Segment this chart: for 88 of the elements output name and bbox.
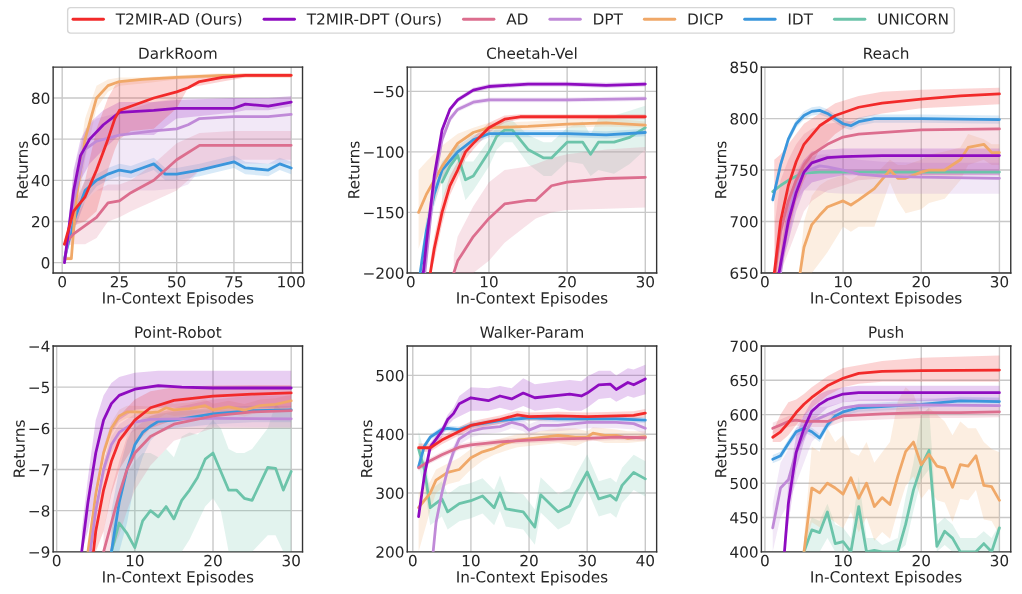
y-tick-label: −50 [373,85,404,98]
y-tick-label: −8 [29,505,50,517]
y-tick-label: 750 [730,164,758,177]
line-series [771,403,1001,530]
line-series [771,368,1001,439]
x-tick-label: 10 [835,554,852,567]
y-tick-label: 650 [730,267,758,279]
x-tick-label: 10 [462,554,480,567]
chart-title: Push [869,326,903,338]
x-tick-label: 20 [520,554,538,567]
y-tick-label: 400 [730,546,758,558]
y-tick-label: 300 [376,487,404,500]
x-tick-label: 30 [578,554,596,567]
y-axis-title: Returns [715,420,727,477]
y-tick-label: −5 [29,381,50,394]
y-tick-label: −4 [29,340,50,352]
x-axis-title: In-Context Episodes [811,291,962,307]
y-tick-label: 60 [31,133,50,146]
y-tick-label: 80 [31,92,50,105]
line-series [417,121,647,214]
y-tick-label: 650 [730,374,758,387]
y-tick-label: −7 [29,464,50,476]
y-tick-label: 400 [376,428,404,441]
x-tick-label: 0 [408,554,417,567]
y-axis-title: Returns [13,420,25,477]
x-tick-label: 100 [278,275,305,288]
y-tick-label: −6 [29,422,50,435]
x-tick-label: 50 [168,275,186,288]
chart-title: Cheetah-Vel [486,47,577,60]
x-tick-label: 10 [126,554,144,567]
x-tick-label: 20 [912,554,930,567]
y-tick-label: 700 [730,340,758,353]
y-tick-label: 40 [31,174,50,187]
x-tick-label: 0 [761,554,769,567]
y-axis-title: Returns [348,141,360,198]
x-axis-title: In-Context Episodes [811,570,962,586]
x-tick-label: 30 [990,554,1009,567]
y-tick-label: −150 [364,206,404,219]
chart-title: DarkRoom [139,47,217,60]
legend-label: T2MIR-DPT (Ours) [306,13,441,27]
x-axis-title: In-Context Episodes [103,291,254,307]
line-series [440,126,647,184]
x-tick-label: 10 [835,275,852,288]
x-axis-title: In-Context Episodes [457,291,608,307]
y-tick-label: −9 [29,546,50,558]
y-tick-label: 0 [41,257,50,269]
legend-label: T2MIR-AD (Ours) [115,13,242,27]
y-tick-label: 600 [730,409,758,421]
legend-label: AD [506,13,528,25]
y-tick-label: 550 [730,443,758,455]
x-tick-label: 40 [636,554,655,567]
x-tick-label: 10 [480,275,498,288]
x-axis-title: In-Context Episodes [103,570,254,586]
line-series [452,175,647,273]
legend-label: IDT [788,13,814,25]
legend-label: UNICORN [878,13,948,25]
chart-title: Walker-Param [480,326,583,338]
x-tick-label: 25 [110,275,128,288]
legend-label: DPT [594,13,623,25]
x-tick-label: 30 [990,275,1009,288]
y-tick-label: 850 [730,61,758,74]
y-tick-label: 450 [730,511,758,524]
x-tick-label: 0 [406,275,415,288]
y-axis-title: Returns [715,141,727,198]
y-tick-label: 500 [376,369,404,382]
y-tick-label: 800 [730,113,758,125]
y-tick-label: 500 [730,477,758,490]
x-tick-label: 20 [204,554,222,567]
y-axis-title: Returns [361,420,373,477]
x-tick-label: 30 [636,275,655,288]
y-axis-title: Returns [16,141,28,198]
x-tick-label: 20 [558,275,576,288]
x-tick-label: 0 [52,554,61,567]
legend-label: DICP [688,13,723,25]
y-tick-label: 200 [376,546,404,558]
line-series [417,447,647,529]
chart-title: Reach [864,47,909,60]
y-tick-label: 700 [730,215,758,228]
y-tick-label: −200 [364,267,404,279]
x-axis-title: In-Context Episodes [457,570,608,586]
chart-title: Point-Robot [135,326,222,338]
x-tick-label: 0 [761,275,769,288]
x-tick-label: 75 [225,276,243,288]
y-tick-label: 20 [32,215,50,228]
x-tick-label: 0 [58,275,67,288]
y-tick-label: −100 [364,146,404,158]
x-tick-label: 30 [282,554,300,567]
x-tick-label: 20 [912,275,930,288]
